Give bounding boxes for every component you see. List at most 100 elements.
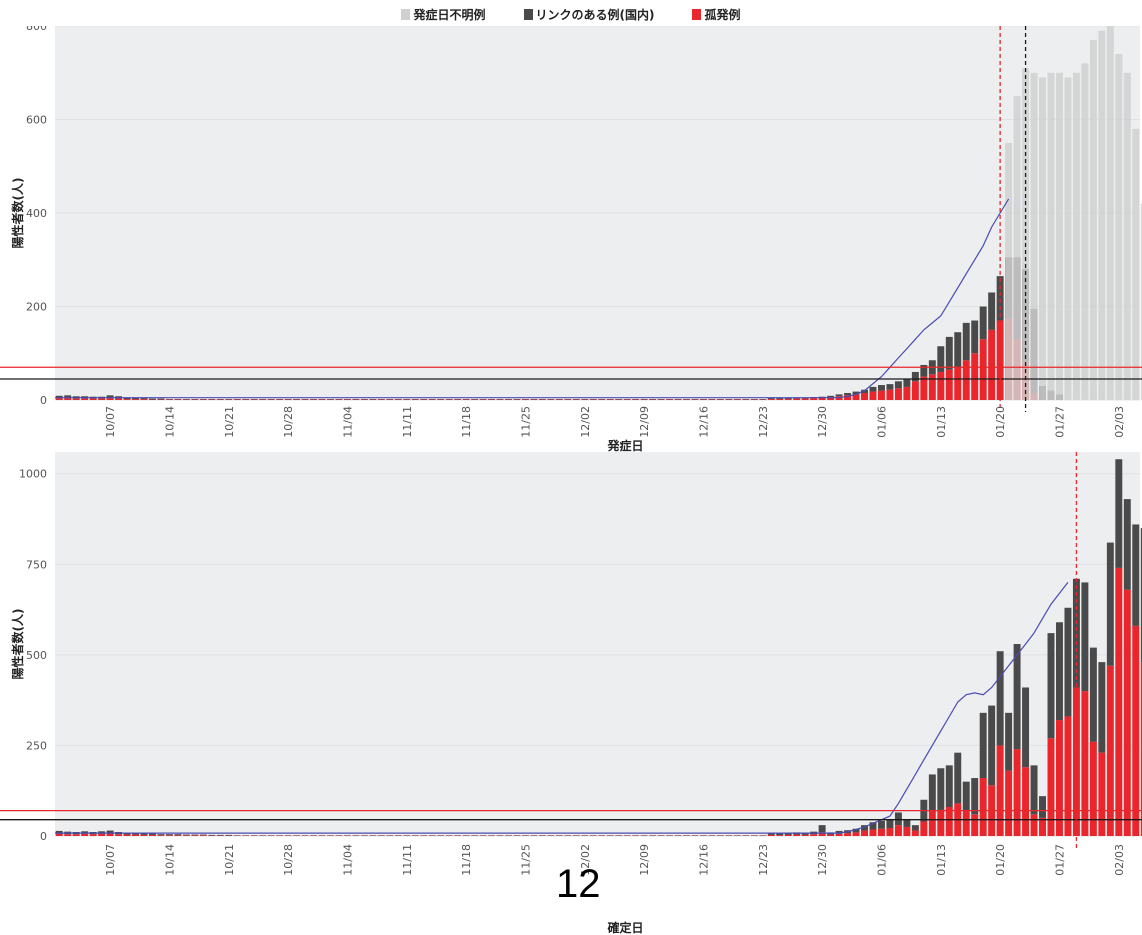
confirm-bar-linked — [835, 830, 843, 834]
onset-bar-sporadic — [132, 399, 140, 400]
confirm-bar-linked — [903, 819, 911, 827]
onset-bar-linked — [835, 394, 843, 397]
onset-bar-sporadic — [810, 398, 818, 400]
confirm-bar-linked — [1005, 712, 1013, 771]
onset-xtick-label: 10/28 — [282, 406, 295, 438]
legend-label-unknown: 発症日不明例 — [413, 7, 486, 22]
confirm-bar-sporadic — [1140, 662, 1142, 836]
legend-item-linked: リンクのある例(国内) — [523, 4, 654, 24]
onset-bar-sporadic — [801, 398, 809, 400]
onset-bar-linked — [123, 397, 131, 400]
onset-bar-linked — [852, 391, 860, 395]
onset-bar-unknown — [1115, 54, 1123, 401]
confirm-bar-sporadic — [140, 834, 148, 836]
onset-bar-sporadic — [115, 398, 123, 400]
confirm-bar-sporadic — [64, 834, 72, 836]
onset-bar-unknown — [1030, 72, 1038, 400]
onset-bar-linked — [979, 306, 987, 340]
confirm-bar-sporadic — [861, 830, 868, 836]
confirm-bar-linked — [157, 834, 165, 836]
onset-bar-linked — [996, 276, 1004, 321]
onset-xtick-label: 02/03 — [1113, 406, 1126, 438]
confirm-bar-sporadic — [903, 826, 911, 836]
confirm-bar-linked — [199, 834, 207, 836]
confirm-bar-linked — [1064, 607, 1072, 717]
onset-bar-sporadic — [988, 329, 996, 400]
onset-bar-sporadic — [877, 390, 885, 400]
onset-moving-average-line — [55, 198, 1010, 399]
onset-bar-linked — [954, 332, 962, 368]
confirm-bar-sporadic — [1047, 738, 1055, 836]
confirm-xtick-label: 01/20 — [994, 844, 1007, 876]
onset-bar-linked — [903, 378, 911, 387]
confirm-bar-sporadic — [1055, 720, 1063, 836]
confirm-bar-sporadic — [1030, 814, 1038, 836]
confirm-bar-linked — [954, 752, 962, 804]
confirm-bar-sporadic — [937, 809, 945, 836]
onset-bar-linked — [988, 292, 996, 330]
legend-item-unknown: 発症日不明例 — [401, 4, 486, 24]
confirm-bar-linked — [165, 834, 173, 836]
onset-xtick-label: 11/25 — [519, 406, 532, 438]
onset-bar-sporadic — [64, 398, 72, 400]
confirm-bar-sporadic — [928, 810, 936, 836]
onset-xtick-label: 10/14 — [163, 406, 176, 438]
confirm-bar-sporadic — [174, 835, 182, 836]
confirm-bar-linked — [174, 834, 182, 836]
page-number: 12 — [556, 862, 601, 906]
onset-x-axis-title: 発症日 — [606, 438, 643, 452]
onset-bar-sporadic — [903, 386, 911, 400]
confirm-bar-sporadic — [844, 833, 852, 836]
confirm-bar-linked — [182, 834, 190, 836]
confirm-bar-linked — [1140, 528, 1142, 663]
onset-xtick-label: 12/09 — [638, 406, 651, 438]
onset-xtick-label: 01/06 — [875, 406, 888, 438]
confirm-bar-linked — [149, 833, 156, 835]
confirm-bar-sporadic — [996, 745, 1004, 836]
onset-bar-sporadic — [979, 339, 987, 400]
onset-bar-sporadic — [954, 367, 962, 400]
onset-bar-sporadic — [971, 353, 979, 400]
confirm-ytick-label: 500 — [26, 649, 47, 662]
confirm-bar-sporadic — [81, 833, 89, 836]
legend-item-sporadic: 孤発例 — [692, 4, 741, 24]
onset-bar-linked — [937, 346, 945, 372]
confirm-bar-sporadic — [1123, 589, 1131, 836]
confirm-ytick-label: 250 — [26, 739, 47, 752]
confirm-bar-linked — [962, 781, 970, 811]
confirm-x-axis-title: 確定日 — [607, 920, 643, 935]
onset-bar-linked — [962, 322, 970, 361]
confirm-bar-sporadic — [971, 814, 979, 836]
onset-bar-linked — [784, 398, 792, 400]
onset-bar-unknown — [1123, 72, 1131, 400]
confirm-bar-sporadic — [1132, 625, 1140, 836]
onset-bar-sporadic — [945, 369, 953, 400]
onset-bar-linked — [106, 395, 114, 399]
onset-bar-sporadic — [886, 389, 894, 400]
onset-ytick-label: 200 — [26, 301, 47, 314]
onset-bar-unknown — [1039, 77, 1046, 401]
onset-ytick-label: 600 — [26, 114, 47, 127]
confirm-bar-sporadic — [793, 834, 801, 836]
onset-bar-linked — [140, 398, 148, 400]
confirm-xtick-label: 10/28 — [282, 844, 295, 876]
confirm-bar-linked — [767, 833, 775, 835]
confirm-bar-sporadic — [199, 835, 207, 836]
confirm-bar-sporadic — [149, 834, 156, 836]
confirm-xtick-label: 01/27 — [1053, 844, 1066, 876]
onset-bar-linked — [971, 320, 979, 354]
onset-bar-linked — [64, 395, 72, 399]
onset-xtick-label: 10/07 — [104, 406, 117, 438]
confirm-bar-sporadic — [72, 834, 80, 836]
confirm-bar-sporadic — [1013, 749, 1021, 836]
confirm-bar-linked — [191, 834, 199, 836]
confirm-bar-sporadic — [1089, 741, 1097, 836]
onset-bar-unknown — [1055, 72, 1063, 400]
confirm-bar-linked — [911, 825, 919, 831]
confirm-bar-sporadic — [191, 835, 199, 836]
confirm-bar-linked — [937, 768, 945, 810]
onset-bar-sporadic — [861, 392, 868, 400]
confirm-bar-linked — [1072, 578, 1080, 688]
onset-xtick-label: 01/20 — [994, 406, 1007, 438]
confirm-bar-linked — [1055, 622, 1063, 721]
